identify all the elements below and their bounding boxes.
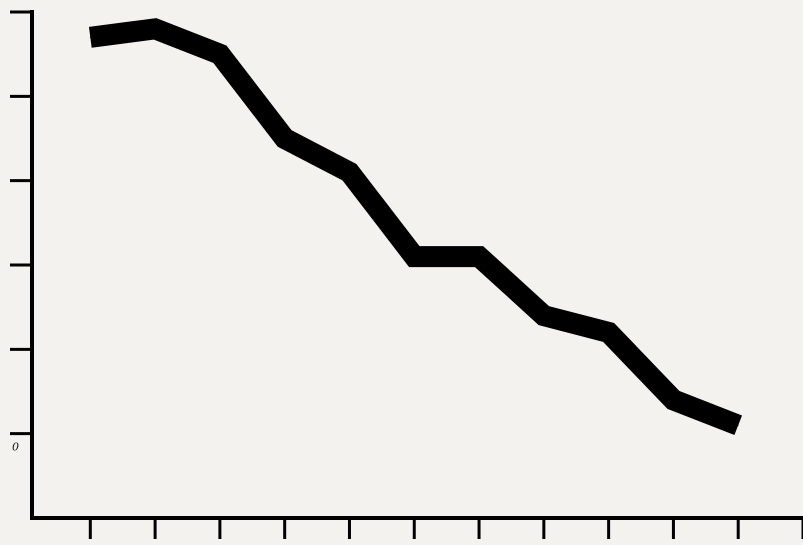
data-point xyxy=(737,424,739,426)
data-point xyxy=(543,315,545,317)
chart-ticks xyxy=(10,10,803,539)
chart-series xyxy=(88,18,743,436)
data-point xyxy=(348,171,350,173)
data-point xyxy=(219,53,221,55)
data-point xyxy=(478,256,480,258)
chart-tick-labels: 0 xyxy=(12,441,19,454)
data-line xyxy=(88,18,743,436)
data-point xyxy=(89,36,91,38)
data-point xyxy=(672,399,674,401)
data-point xyxy=(413,256,415,258)
data-point xyxy=(154,28,156,30)
data-point xyxy=(608,331,610,333)
y-tick-label: 0 xyxy=(12,441,19,454)
data-point xyxy=(284,138,286,139)
